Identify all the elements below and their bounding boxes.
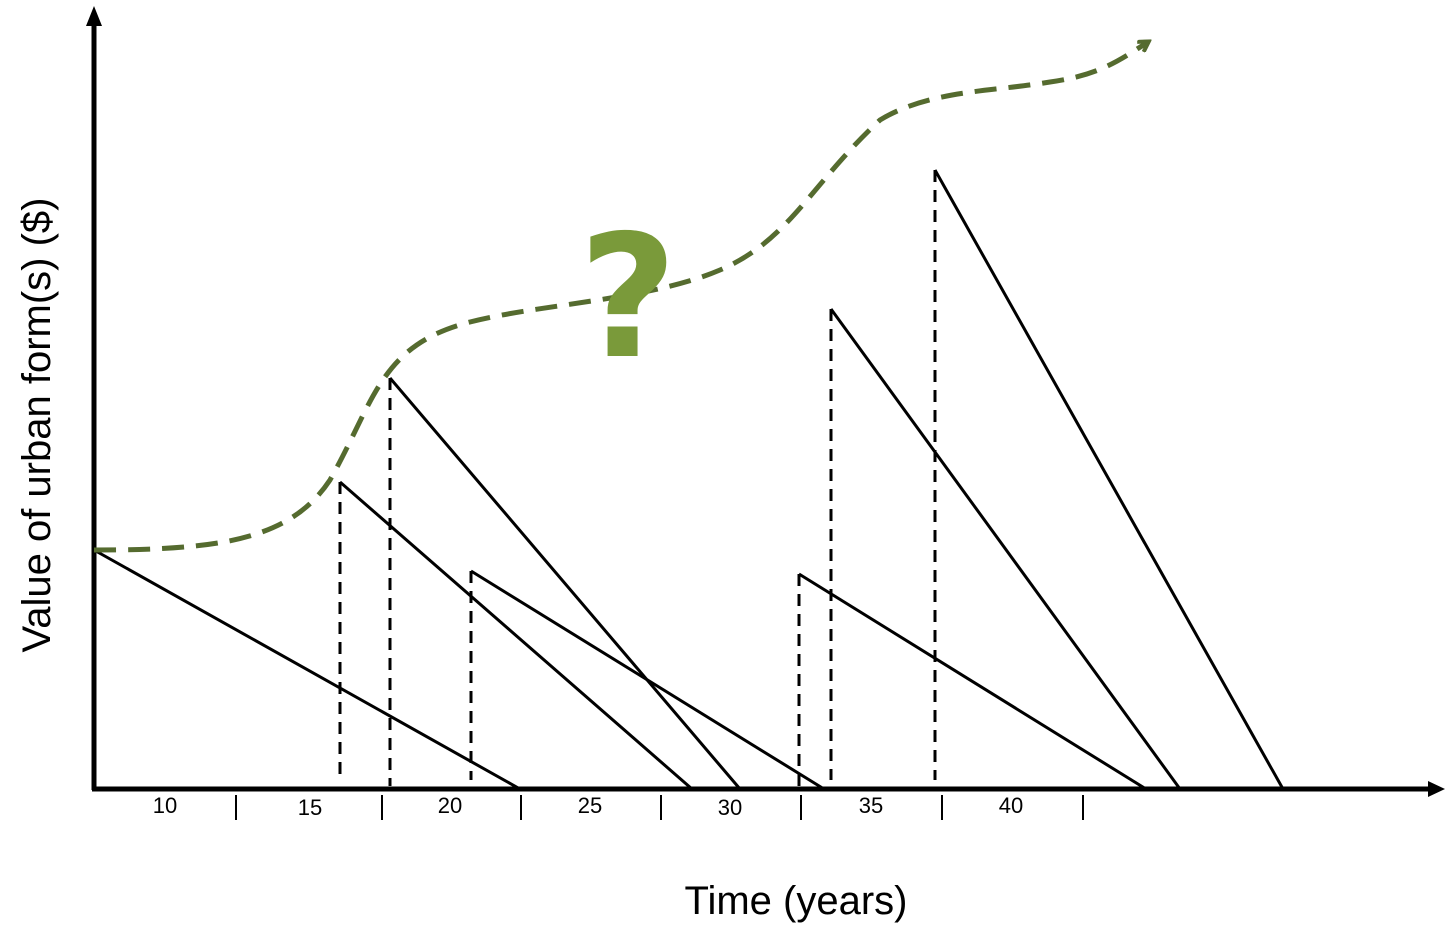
x-tick-labels: 10 15 20 25 30 35 40 xyxy=(153,793,1023,820)
x-tick-label: 10 xyxy=(153,793,177,818)
depreciation-line xyxy=(93,548,521,791)
x-tick-label: 30 xyxy=(718,795,742,820)
trend-curve xyxy=(93,42,1148,553)
depreciation-line xyxy=(798,572,1147,791)
depreciation-line xyxy=(339,480,693,791)
x-tick-label: 35 xyxy=(859,793,883,818)
y-axis-arrowhead xyxy=(86,6,102,26)
question-mark: ? xyxy=(579,199,678,397)
y-axis-title: Value of urban form(s) ($) xyxy=(15,198,59,653)
axes xyxy=(86,6,1445,797)
depreciation-lines xyxy=(93,169,1285,791)
depreciation-line xyxy=(470,569,825,791)
x-tick-label: 15 xyxy=(298,795,322,820)
x-tick-label: 40 xyxy=(999,793,1023,818)
dashed-drop-lines xyxy=(338,170,937,786)
x-tick-separators xyxy=(235,795,1084,820)
depreciation-line xyxy=(388,377,742,790)
x-axis-arrowhead xyxy=(1428,781,1445,797)
x-tick-label: 20 xyxy=(438,793,462,818)
depreciation-line xyxy=(933,169,1285,790)
x-axis-title: Time (years) xyxy=(685,879,908,923)
x-tick-label: 25 xyxy=(578,793,602,818)
depreciation-line xyxy=(829,308,1182,790)
